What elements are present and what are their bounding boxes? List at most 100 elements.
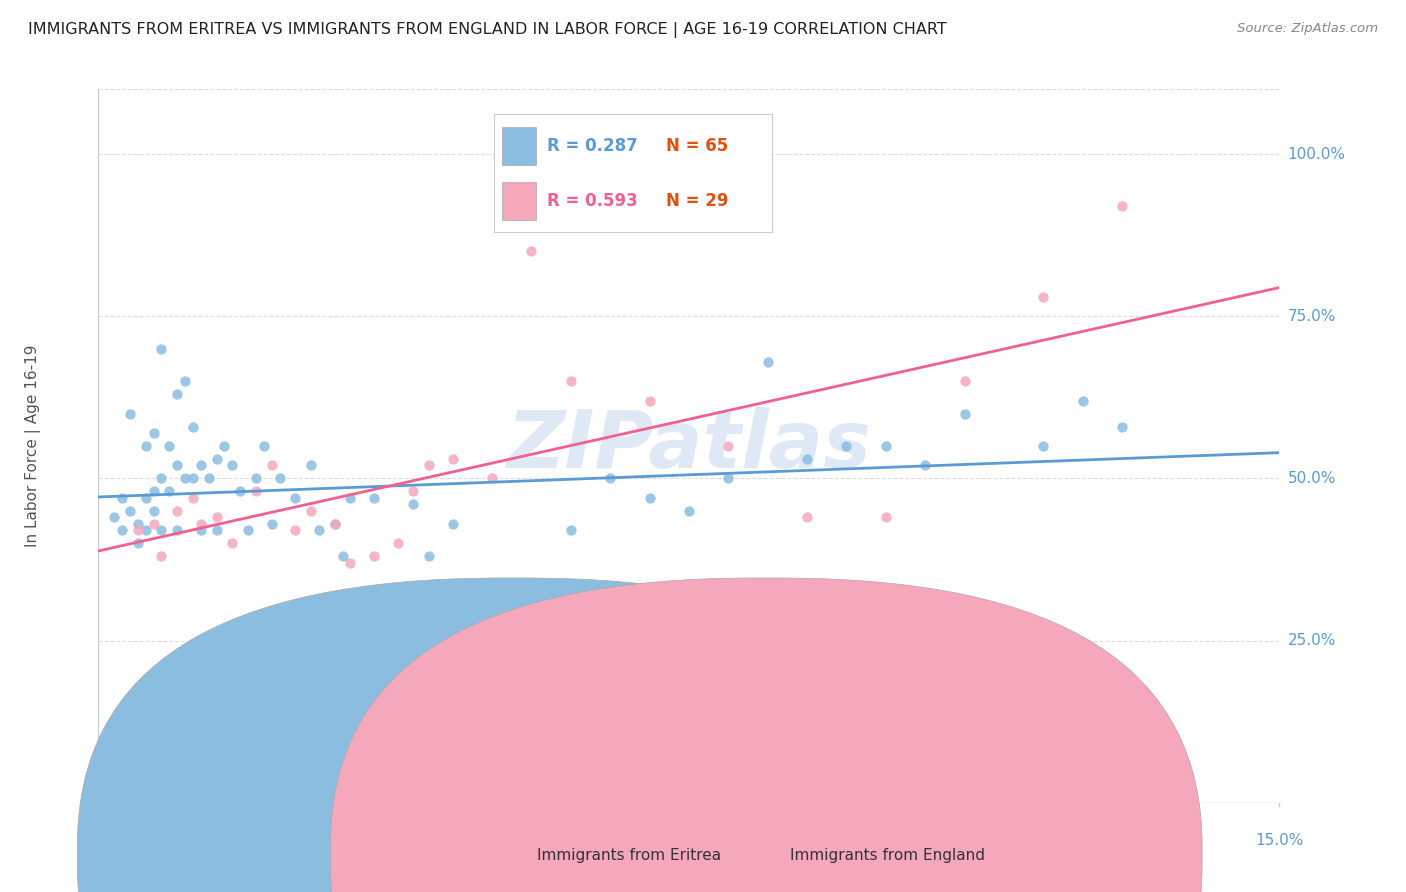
Point (363, 491, 385, 505)
Point (190, 524, 212, 538)
Point (260, 516, 283, 531)
Point (174, 374, 197, 388)
Point (560, 524, 582, 538)
Point (481, 698, 503, 713)
Point (441, 516, 464, 531)
Point (339, 556, 361, 570)
Point (418, 458, 440, 473)
Point (284, 491, 307, 505)
Point (103, 510, 125, 524)
Point (441, 452, 464, 467)
Point (323, 516, 346, 531)
Point (135, 524, 157, 538)
Text: 75.0%: 75.0% (1288, 309, 1336, 324)
Text: Immigrants from England: Immigrants from England (790, 848, 986, 863)
Point (1111, 419, 1133, 434)
Point (142, 484, 165, 499)
Point (284, 524, 307, 538)
Text: Immigrants from Eritrea: Immigrants from Eritrea (537, 848, 721, 863)
Point (181, 471, 204, 485)
Point (135, 439, 157, 453)
Point (678, 504, 700, 518)
Point (599, 471, 621, 485)
Point (205, 524, 228, 538)
Point (111, 491, 134, 505)
Text: Source: ZipAtlas.com: Source: ZipAtlas.com (1237, 22, 1378, 36)
Point (157, 484, 180, 499)
Point (796, 510, 818, 524)
Point (299, 504, 322, 518)
Point (638, 491, 661, 505)
Point (127, 536, 149, 550)
Point (221, 536, 243, 550)
Point (118, 407, 141, 421)
Point (190, 516, 212, 531)
Point (253, 439, 276, 453)
Point (245, 471, 267, 485)
Point (166, 504, 188, 518)
Point (796, 452, 818, 467)
Point (1032, 439, 1054, 453)
Point (150, 342, 173, 356)
Point (135, 491, 157, 505)
Point (332, 549, 354, 564)
Point (953, 407, 976, 421)
Text: 50.0%: 50.0% (1288, 471, 1336, 486)
Point (756, 354, 779, 368)
Text: In Labor Force | Age 16-19: In Labor Force | Age 16-19 (25, 344, 41, 548)
Point (363, 549, 385, 564)
Point (953, 374, 976, 388)
Point (127, 524, 149, 538)
Point (717, 471, 740, 485)
Point (221, 458, 243, 473)
Point (638, 393, 661, 408)
Point (1071, 393, 1094, 408)
Point (150, 471, 173, 485)
Text: 100.0%: 100.0% (1288, 146, 1346, 161)
Point (717, 439, 740, 453)
Point (166, 387, 188, 401)
Point (387, 536, 409, 550)
Point (181, 491, 204, 505)
Point (142, 425, 165, 440)
Point (174, 471, 197, 485)
Point (520, 244, 543, 259)
Point (402, 484, 425, 499)
Point (418, 549, 440, 564)
Point (150, 549, 173, 564)
Text: 0.0%: 0.0% (79, 833, 118, 848)
Point (914, 458, 936, 473)
Point (481, 471, 503, 485)
Point (1111, 199, 1133, 213)
Point (560, 374, 582, 388)
Point (142, 504, 165, 518)
Point (402, 497, 425, 511)
Point (245, 484, 267, 499)
Point (205, 452, 228, 467)
Point (166, 458, 188, 473)
Point (166, 524, 188, 538)
Point (299, 458, 322, 473)
Point (197, 471, 219, 485)
Point (118, 504, 141, 518)
Point (190, 458, 212, 473)
Point (269, 471, 291, 485)
Point (157, 439, 180, 453)
Point (323, 516, 346, 531)
Point (205, 510, 228, 524)
Point (111, 524, 134, 538)
Text: 15.0%: 15.0% (1256, 833, 1303, 848)
Point (142, 516, 165, 531)
Text: IMMIGRANTS FROM ERITREA VS IMMIGRANTS FROM ENGLAND IN LABOR FORCE | AGE 16-19 CO: IMMIGRANTS FROM ERITREA VS IMMIGRANTS FR… (28, 22, 946, 38)
Point (181, 419, 204, 434)
Text: 25.0%: 25.0% (1288, 633, 1336, 648)
Point (835, 439, 858, 453)
Point (236, 524, 259, 538)
Point (339, 491, 361, 505)
Point (875, 510, 897, 524)
Point (1032, 290, 1054, 304)
Text: ZIPatlas: ZIPatlas (506, 407, 872, 485)
Point (127, 516, 149, 531)
Point (214, 439, 236, 453)
Point (229, 484, 252, 499)
